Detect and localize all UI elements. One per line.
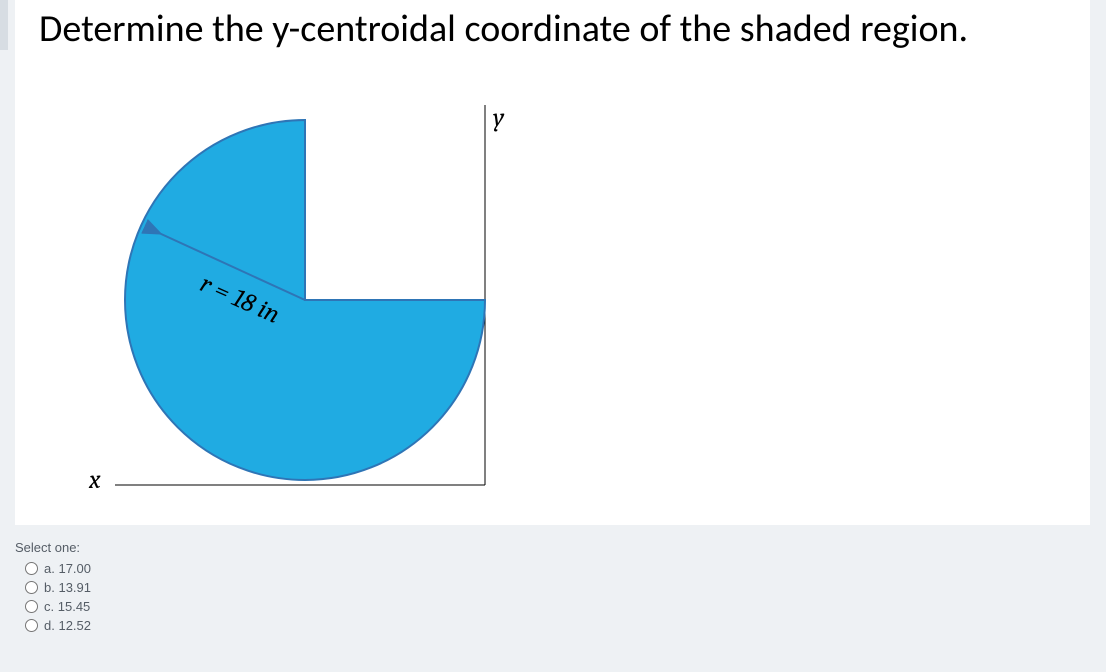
answers-block: Select one: a. 17.00 b. 13.91 c. 15.45 [15,540,91,637]
option-c-radio[interactable] [25,600,38,613]
option-a-value: 17.00 [58,561,91,576]
option-a-letter: a. [44,561,55,576]
option-c-label: c. 15.45 [44,599,90,614]
option-d-value: 12.52 [58,618,91,633]
option-b-label: b. 13.91 [44,580,91,595]
option-b[interactable]: b. 13.91 [25,580,91,595]
option-d-letter: d. [44,618,55,633]
y-axis-label: y [493,103,504,133]
option-c[interactable]: c. 15.45 [25,599,91,614]
option-b-letter: b. [44,580,55,595]
figure-area: r = 18 in x y [75,95,495,495]
figure-svg [75,95,515,505]
option-c-value: 15.45 [58,599,91,614]
option-a-radio[interactable] [25,562,38,575]
question-card: Determine the y-centroidal coordinate of… [15,0,1090,525]
select-one-prompt: Select one: [15,540,91,555]
option-d-radio[interactable] [25,619,38,632]
x-axis-label: x [89,465,101,495]
option-b-radio[interactable] [25,581,38,594]
option-c-letter: c. [44,599,54,614]
question-text: Determine the y-centroidal coordinate of… [39,6,968,52]
option-a-label: a. 17.00 [44,561,91,576]
option-d-label: d. 12.52 [44,618,91,633]
option-a[interactable]: a. 17.00 [25,561,91,576]
option-b-value: 13.91 [58,580,91,595]
option-d[interactable]: d. 12.52 [25,618,91,633]
side-tab [0,0,8,50]
